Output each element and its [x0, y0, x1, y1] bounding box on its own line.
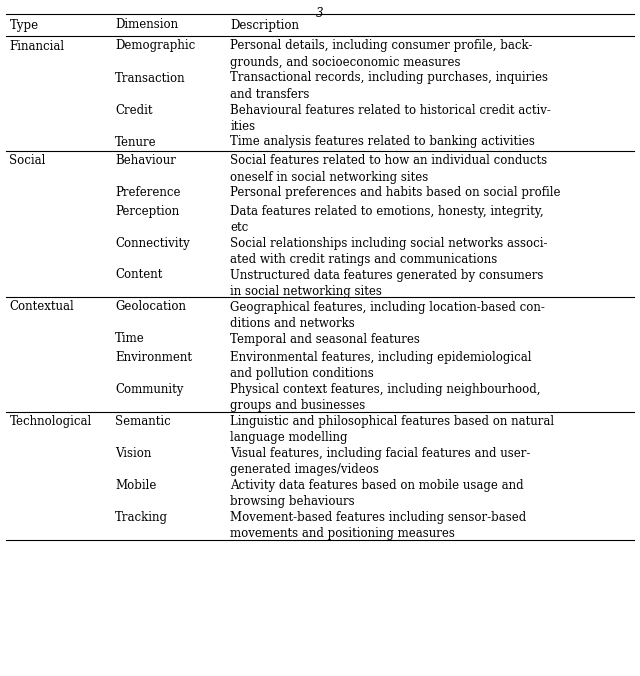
Text: Environment: Environment [115, 351, 192, 364]
Text: Semantic: Semantic [115, 415, 171, 428]
Text: 3: 3 [316, 7, 324, 20]
Text: Demographic: Demographic [115, 39, 195, 53]
Text: Credit: Credit [115, 103, 152, 116]
Text: Tracking: Tracking [115, 511, 168, 524]
Text: Social features related to how an individual conducts
oneself in social networki: Social features related to how an indivi… [230, 154, 547, 183]
Text: Community: Community [115, 383, 184, 396]
Text: Personal details, including consumer profile, back-
grounds, and socioeconomic m: Personal details, including consumer pro… [230, 39, 532, 69]
Text: Physical context features, including neighbourhood,
groups and businesses: Physical context features, including nei… [230, 383, 541, 412]
Text: Type: Type [10, 18, 38, 32]
Text: Transaction: Transaction [115, 72, 186, 84]
Text: Content: Content [115, 268, 163, 281]
Text: Linguistic and philosophical features based on natural
language modelling: Linguistic and philosophical features ba… [230, 415, 554, 445]
Text: Personal preferences and habits based on social profile: Personal preferences and habits based on… [230, 186, 561, 199]
Text: Activity data features based on mobile usage and
browsing behaviours: Activity data features based on mobile u… [230, 479, 524, 508]
Text: Time analysis features related to banking activities: Time analysis features related to bankin… [230, 135, 535, 149]
Text: Tenure: Tenure [115, 135, 157, 149]
Text: Geographical features, including location-based con-
ditions and networks: Geographical features, including locatio… [230, 301, 545, 330]
Text: Unstructured data features generated by consumers
in social networking sites: Unstructured data features generated by … [230, 268, 543, 298]
Text: Mobile: Mobile [115, 479, 156, 492]
Text: Vision: Vision [115, 447, 152, 460]
Text: Description: Description [230, 18, 300, 32]
Text: Perception: Perception [115, 205, 179, 218]
Text: Environmental features, including epidemiological
and pollution conditions: Environmental features, including epidem… [230, 351, 532, 381]
Text: Technological: Technological [10, 415, 92, 428]
Text: Behaviour: Behaviour [115, 154, 176, 167]
Text: Geolocation: Geolocation [115, 301, 186, 314]
Text: Social: Social [10, 154, 46, 167]
Text: Transactional records, including purchases, inquiries
and transfers: Transactional records, including purchas… [230, 72, 548, 101]
Text: Behavioural features related to historical credit activ-
ities: Behavioural features related to historic… [230, 103, 551, 133]
Text: Preference: Preference [115, 186, 180, 199]
Text: Time: Time [115, 333, 145, 345]
Text: Dimension: Dimension [115, 18, 178, 32]
Text: Social relationships including social networks associ-
ated with credit ratings : Social relationships including social ne… [230, 237, 548, 266]
Text: Contextual: Contextual [10, 301, 74, 314]
Text: Temporal and seasonal features: Temporal and seasonal features [230, 333, 420, 345]
Text: Movement-based features including sensor-based
movements and positioning measure: Movement-based features including sensor… [230, 511, 527, 541]
Text: Visual features, including facial features and user-
generated images/videos: Visual features, including facial featur… [230, 447, 531, 477]
Text: Connectivity: Connectivity [115, 237, 189, 249]
Text: Data features related to emotions, honesty, integrity,
etc: Data features related to emotions, hones… [230, 205, 544, 234]
Text: Financial: Financial [10, 39, 65, 53]
